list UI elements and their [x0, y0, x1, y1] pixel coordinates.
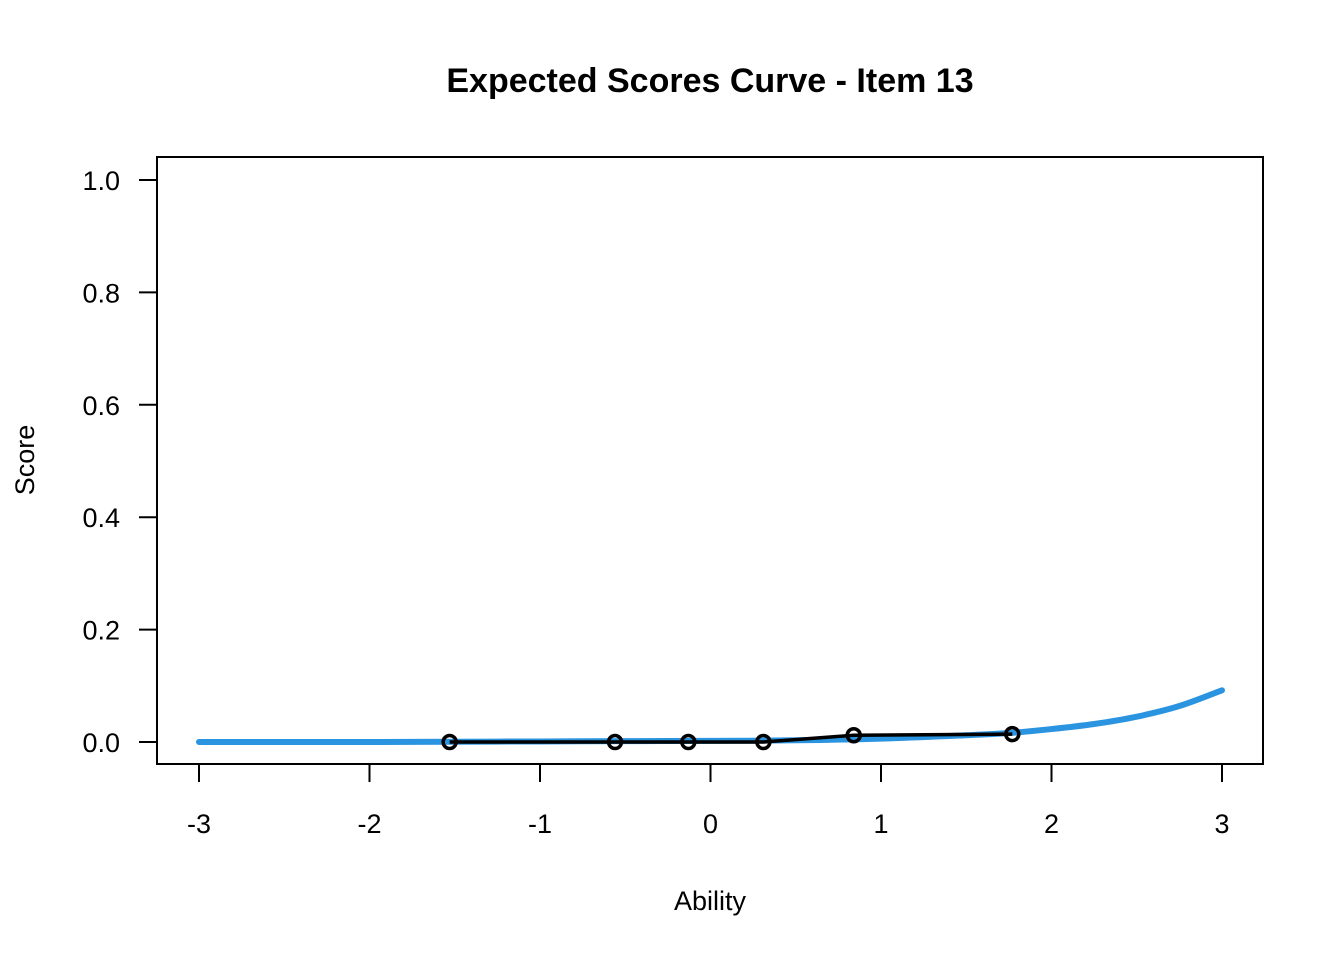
x-tick-label: 0 [703, 809, 718, 839]
plot-frame [156, 156, 1264, 765]
y-tick-label: 0.8 [82, 278, 120, 308]
y-tick-label: 0.4 [82, 503, 120, 533]
x-tick-label: 3 [1214, 809, 1229, 839]
observed-score-point [845, 727, 862, 744]
y-axis: 0.0 0.2 0.4 0.6 0.8 1.0 [82, 166, 158, 758]
observed-score-point [680, 733, 697, 751]
observed-score-point [1004, 725, 1021, 743]
y-tick-label: 0.6 [82, 391, 120, 421]
expected-score-curve [196, 687, 1225, 746]
series-layer [196, 687, 1225, 751]
x-axis: -3 -2 -1 0 1 2 3 [187, 763, 1230, 839]
x-tick-label: -3 [187, 809, 211, 839]
x-axis-label: Ability [674, 886, 747, 916]
y-tick-label: 0.0 [82, 728, 120, 758]
observed-score-line [449, 732, 1013, 744]
y-axis-label: Score [10, 425, 40, 496]
y-tick-label: 1.0 [82, 166, 120, 196]
observed-score-point [606, 733, 624, 751]
observed-score-point [755, 733, 772, 751]
x-tick-label: -2 [357, 809, 381, 839]
observed-score-point [441, 733, 458, 751]
y-tick-label: 0.2 [82, 616, 120, 646]
x-tick-label: 2 [1044, 809, 1059, 839]
x-tick-label: -1 [528, 809, 552, 839]
chart-title: Expected Scores Curve - Item 13 [446, 62, 973, 100]
x-tick-label: 1 [873, 809, 888, 839]
